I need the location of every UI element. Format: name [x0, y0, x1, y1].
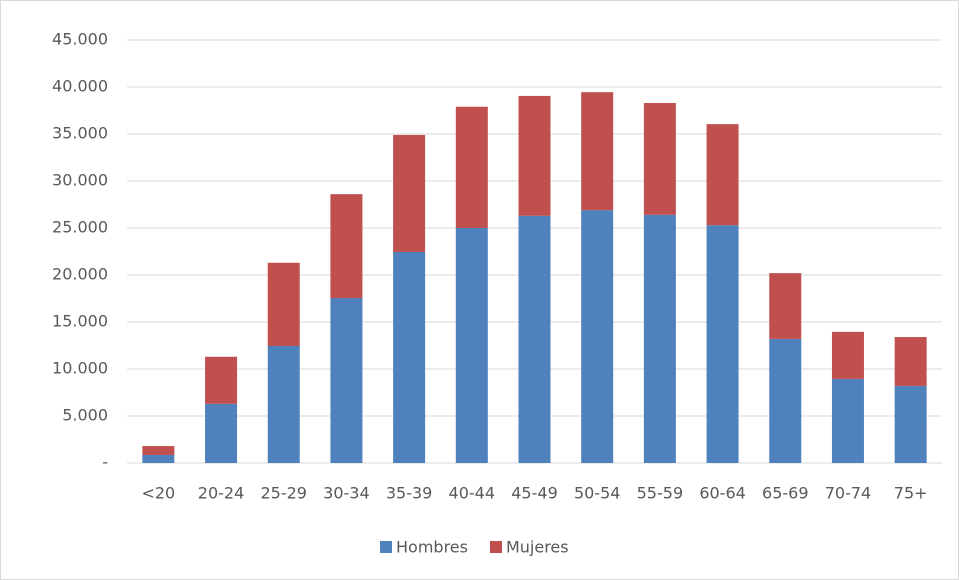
y-tick-label: 15.000 — [52, 312, 108, 331]
x-tick-label: 25-29 — [260, 484, 307, 503]
y-tick-label: 20.000 — [52, 265, 108, 284]
x-tick-label: 35-39 — [386, 484, 433, 503]
bar-segment — [831, 331, 864, 379]
x-tick-label: 55-59 — [637, 484, 684, 503]
bar-segment — [330, 194, 363, 299]
legend-swatch — [489, 541, 502, 553]
x-tick-label: <20 — [141, 484, 175, 503]
bar-segment — [706, 124, 739, 226]
bar-segment — [267, 345, 300, 463]
y-tick-label: 35.000 — [52, 124, 108, 143]
bar-segment — [894, 385, 927, 463]
legend-label: Hombres — [396, 538, 468, 557]
x-tick-label: 60-64 — [699, 484, 746, 503]
y-tick-label: - — [102, 453, 108, 472]
bar-segment — [831, 378, 864, 463]
bar-segment — [267, 262, 300, 346]
bar-segment — [205, 356, 238, 404]
bar-segment — [769, 338, 802, 463]
x-tick-label: 65-69 — [762, 484, 809, 503]
bar-segment — [518, 215, 551, 463]
bar-segment — [894, 337, 927, 386]
bar-segment — [393, 251, 426, 463]
bar-segment — [769, 273, 802, 339]
legend-swatch — [380, 541, 392, 553]
legend-label: Mujeres — [506, 538, 569, 557]
y-tick-label: 45.000 — [52, 30, 108, 49]
x-tick-label: 75+ — [894, 484, 928, 503]
x-tick-label: 30-34 — [323, 484, 370, 503]
x-tick-label: 40-44 — [449, 484, 496, 503]
bar-segment — [643, 214, 676, 463]
bar-segment — [142, 455, 175, 463]
bar-segment — [518, 95, 551, 216]
bar-segment — [205, 403, 238, 463]
y-tick-label: 5.000 — [62, 406, 108, 425]
bar-segment — [643, 102, 676, 215]
bar-segment — [706, 225, 739, 463]
y-tick-label: 10.000 — [52, 359, 108, 378]
y-tick-label: 25.000 — [52, 218, 108, 237]
bar-segment — [581, 210, 614, 463]
x-tick-label: 50-54 — [574, 484, 621, 503]
bar-segment — [455, 106, 488, 228]
bar-segment — [393, 134, 426, 252]
bar-segment — [581, 92, 614, 211]
x-tick-label: 20-24 — [198, 484, 245, 503]
y-tick-label: 40.000 — [52, 77, 108, 96]
bar-segment — [142, 446, 175, 456]
bar-segment — [455, 228, 488, 463]
x-tick-label: 70-74 — [825, 484, 872, 503]
y-tick-label: 30.000 — [52, 171, 108, 190]
bar-segment — [330, 298, 363, 463]
x-tick-label: 45-49 — [511, 484, 558, 503]
